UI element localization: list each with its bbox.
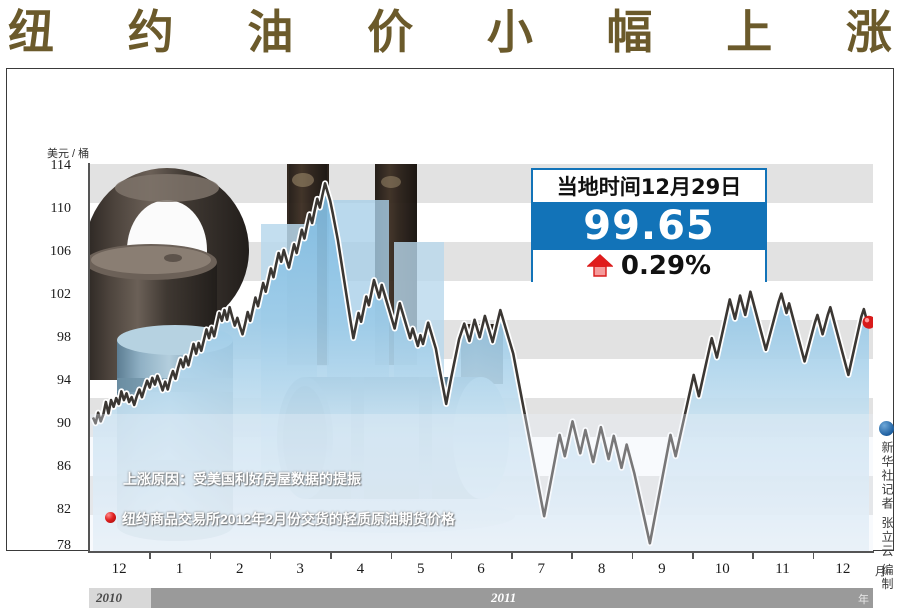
bottom-haze [89,414,873,551]
y-tick-label: 90 [57,416,71,431]
title-char: 约 [127,5,174,59]
x-tick-label: 3 [296,561,304,577]
x-tick-label: 8 [597,561,606,577]
last-point-marker-highlight [864,317,870,323]
title-bar: 纽 约 油 价 小 幅 上 涨 [0,0,900,64]
y-tick-label: 78 [57,538,71,553]
price-date-label: 当地时间12月29日 [533,170,765,204]
year-suffix-label: 年 [858,594,869,606]
y-tick-label: 94 [57,373,71,388]
x-tick-mark [269,552,272,559]
page-title: 纽 约 油 价 小 幅 上 涨 [8,4,892,60]
x-tick-label: 6 [477,561,485,577]
year-band: 2010 2011 年 [89,588,873,608]
x-tick-mark [631,552,634,559]
y-tick-label: 110 [50,201,71,216]
x-tick-label: 1 [175,561,184,577]
x-tick-mark [450,552,453,559]
year-label: 2011 [491,590,517,605]
price-info-box: 当地时间12月29日 99.65 0.29% [531,168,767,282]
x-tick-mark [812,552,815,559]
oil-drum-dark-decoration [89,168,249,380]
price-change-pct: 0.29% [620,251,712,281]
title-char: 幅 [606,5,653,59]
y-axis-unit-label: 美元 / 桶 [47,148,90,160]
x-tick-label: 11 [775,561,790,577]
x-tick-label: 4 [356,561,365,577]
price-value: 99.65 [533,203,765,249]
y-tick-label: 114 [50,158,71,173]
credit-text: 新华社记者 张立云 编制 [880,441,894,592]
x-tick-label: 9 [658,561,666,577]
price-change-row: 0.29% [533,248,765,282]
y-tick-label: 82 [57,502,71,517]
plot-area [89,164,873,551]
year-band-2011: 2011 [151,588,873,608]
title-char: 纽 [8,5,54,59]
reason-annotation: 上涨原因：受美国利好房屋数据的提振 [123,471,361,487]
chart-frame: 美元 / 桶 [6,68,894,608]
x-axis-line [88,551,874,553]
title-char: 上 [726,5,773,59]
x-tick-mark [571,552,573,559]
x-tick-mark [149,552,151,559]
y-tick-label: 102 [50,287,71,302]
x-tick-label: 2 [236,561,244,577]
x-tick-label: 12 [835,561,851,577]
x-tick-mark [752,552,754,559]
x-tick-mark [330,552,332,559]
title-char: 油 [247,5,294,59]
y-tick-label: 106 [50,244,71,259]
x-tick-mark [692,552,694,559]
title-char: 涨 [845,5,892,59]
title-char: 小 [486,5,533,59]
up-arrow-icon [586,254,613,278]
x-tick-label: 5 [416,561,425,577]
x-tick-label: 10 [714,561,730,577]
legend-dot-icon [105,512,116,523]
x-tick-label: 7 [537,561,546,577]
series-legend-label: 纽约商品交易所2012年2月份交货的轻质原油期货价格 [122,511,455,527]
title-char: 价 [367,5,414,59]
year-band-2010: 2010 [89,588,151,608]
series-line [91,182,871,545]
y-tick-label: 98 [57,330,71,345]
y-tick-label: 86 [57,459,71,474]
year-label: 2010 [96,590,122,605]
y-axis-line [88,163,90,552]
x-tick-label: 12 [111,561,127,577]
chart-svg [89,164,873,551]
x-tick-mark [390,552,393,559]
x-tick-mark [511,552,513,559]
x-tick-mark [209,552,212,559]
xinhua-logo-icon [879,421,894,436]
